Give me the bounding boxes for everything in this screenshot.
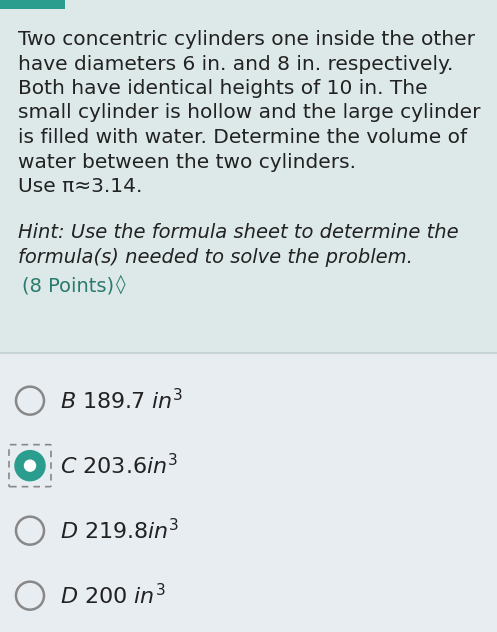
Bar bbox=[0, 0, 497, 353]
Text: have diameters 6 in. and 8 in. respectively.: have diameters 6 in. and 8 in. respectiv… bbox=[18, 54, 453, 73]
Text: $\it{D}$ 200 $\it{in}^3$: $\it{D}$ 200 $\it{in}^3$ bbox=[60, 583, 166, 608]
Text: small cylinder is hollow and the large cylinder: small cylinder is hollow and the large c… bbox=[18, 104, 481, 123]
Circle shape bbox=[16, 452, 44, 480]
Text: (8 Points): (8 Points) bbox=[22, 277, 114, 296]
Text: Both have identical heights of 10 in. The: Both have identical heights of 10 in. Th… bbox=[18, 79, 427, 98]
Bar bbox=[0, 0, 65, 9]
Bar bbox=[0, 353, 497, 632]
Text: Hint: Use the formula sheet to determine the: Hint: Use the formula sheet to determine… bbox=[18, 224, 459, 243]
Text: Use π≈3.14.: Use π≈3.14. bbox=[18, 177, 142, 196]
Text: is filled with water. Determine the volume of: is filled with water. Determine the volu… bbox=[18, 128, 467, 147]
Text: Two concentric cylinders one inside the other: Two concentric cylinders one inside the … bbox=[18, 30, 475, 49]
Text: $\it{B}$ 189.7 $\it{in}^3$: $\it{B}$ 189.7 $\it{in}^3$ bbox=[60, 388, 183, 413]
Circle shape bbox=[24, 460, 35, 471]
Text: $\it{D}$ 219.8$\it{in}^3$: $\it{D}$ 219.8$\it{in}^3$ bbox=[60, 518, 179, 544]
Text: ◊: ◊ bbox=[116, 274, 126, 295]
Text: formula(s) needed to solve the problem.: formula(s) needed to solve the problem. bbox=[18, 248, 413, 267]
Text: water between the two cylinders.: water between the two cylinders. bbox=[18, 152, 356, 171]
Text: $\it{C}$ 203.6$\it{in}^3$: $\it{C}$ 203.6$\it{in}^3$ bbox=[60, 453, 178, 478]
